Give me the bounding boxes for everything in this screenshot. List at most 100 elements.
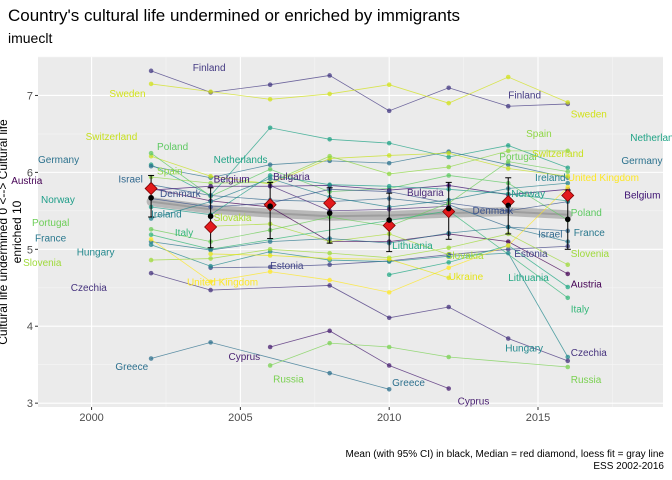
- series-line: [151, 161, 568, 243]
- series-point: [148, 163, 154, 169]
- series-point: [327, 153, 332, 159]
- country-label-netherlands: Netherlands: [630, 133, 672, 144]
- country-label-czechia: Czechia: [571, 348, 608, 359]
- country-label-israel: Israel: [538, 230, 562, 241]
- country-label-slovakia: Slovakia: [214, 213, 252, 224]
- series-point: [565, 173, 571, 179]
- series-point: [267, 264, 273, 270]
- series-point: [386, 315, 392, 321]
- series-point: [446, 265, 452, 271]
- country-label-israel: Israel: [118, 174, 142, 185]
- mean-point: [505, 202, 512, 209]
- country-label-denmark: Denmark: [473, 206, 515, 217]
- chart-caption: Mean (with 95% CI) in black, Median = re…: [346, 449, 665, 473]
- series-point: [327, 137, 332, 142]
- median-diamond: [442, 205, 456, 219]
- country-label-norway: Norway: [41, 195, 75, 206]
- series-point: [267, 269, 273, 274]
- series-point: [446, 275, 452, 281]
- x-tick-label: 2010: [377, 412, 401, 424]
- series-line: [151, 76, 568, 104]
- series-point: [267, 125, 273, 131]
- series-point: [267, 162, 273, 167]
- mean-point: [207, 213, 214, 220]
- country-label-poland: Poland: [571, 208, 602, 219]
- series-point: [267, 239, 273, 244]
- series-point: [327, 340, 332, 346]
- series-point: [505, 247, 511, 252]
- series-point: [208, 247, 213, 253]
- y-tick-label: 6: [27, 167, 33, 179]
- country-label-slovenia: Slovenia: [23, 258, 62, 269]
- y-tick-label: 3: [27, 398, 33, 410]
- series-point: [565, 364, 571, 370]
- series-point: [148, 242, 154, 247]
- series-point: [386, 344, 392, 350]
- series-line: [150, 152, 568, 185]
- series-point: [148, 237, 154, 242]
- series-line: [151, 184, 568, 232]
- series-line: [270, 330, 449, 389]
- country-label-germany: Germany: [38, 155, 79, 166]
- mean-point: [148, 194, 154, 201]
- series-point: [148, 356, 154, 361]
- caption-line-2: ESS 2002-2016: [593, 461, 664, 472]
- series-line: [151, 233, 568, 266]
- series-point: [208, 256, 213, 261]
- series-point: [208, 279, 213, 284]
- series-point: [505, 239, 511, 244]
- country-label-estonia: Estonia: [270, 261, 304, 272]
- country-label-italy: Italy: [571, 304, 589, 315]
- series-point: [327, 328, 332, 334]
- series-line: [269, 185, 449, 212]
- series-point: [446, 386, 452, 391]
- series-point: [148, 81, 154, 87]
- country-label-cyprus: Cyprus: [458, 397, 490, 408]
- country-label-lithuania: Lithuania: [392, 241, 433, 252]
- series-point: [446, 100, 452, 106]
- series-point: [446, 173, 452, 178]
- series-cyprus: [267, 328, 452, 391]
- series-point: [446, 304, 452, 310]
- series-point: [565, 354, 571, 360]
- series-czechia: [148, 270, 571, 364]
- mean-point: [564, 216, 571, 223]
- median-diamond: [382, 218, 396, 233]
- series-point: [505, 166, 511, 171]
- country-label-greece: Greece: [392, 378, 425, 389]
- series-point: [565, 100, 571, 105]
- series-point: [505, 103, 511, 109]
- series-point: [386, 290, 392, 295]
- loess-layer: [146, 197, 573, 221]
- series-point: [386, 160, 392, 166]
- series-point: [208, 263, 213, 269]
- series-point: [505, 243, 511, 248]
- country-label-united-kingdom: United Kingdom: [568, 173, 639, 184]
- country-label-cyprus: Cyprus: [228, 352, 260, 363]
- country-label-spain: Spain: [157, 167, 183, 178]
- series-point: [565, 165, 571, 171]
- country-label-finland: Finland: [508, 90, 541, 101]
- series-line: [151, 188, 568, 212]
- series-point: [565, 184, 571, 190]
- median-diamond: [144, 181, 158, 196]
- series-greece: [148, 340, 392, 392]
- country-label-hungary: Hungary: [77, 247, 115, 258]
- median-diamond: [323, 196, 337, 210]
- series-point: [267, 97, 273, 102]
- series-point: [446, 253, 452, 259]
- country-label-germany: Germany: [621, 156, 662, 167]
- country-label-denmark: Denmark: [160, 189, 202, 200]
- country-label-finland: Finland: [193, 63, 226, 74]
- country-label-switzerland: Switzerland: [86, 132, 138, 143]
- series-point: [505, 148, 511, 154]
- country-label-austria: Austria: [11, 176, 43, 187]
- series-point: [208, 173, 213, 179]
- series-point: [148, 150, 154, 156]
- country-label-poland: Poland: [157, 142, 188, 153]
- series-point: [208, 251, 213, 257]
- y-tick-label: 7: [27, 90, 33, 102]
- series-point: [386, 387, 392, 392]
- country-label-spain: Spain: [526, 129, 552, 140]
